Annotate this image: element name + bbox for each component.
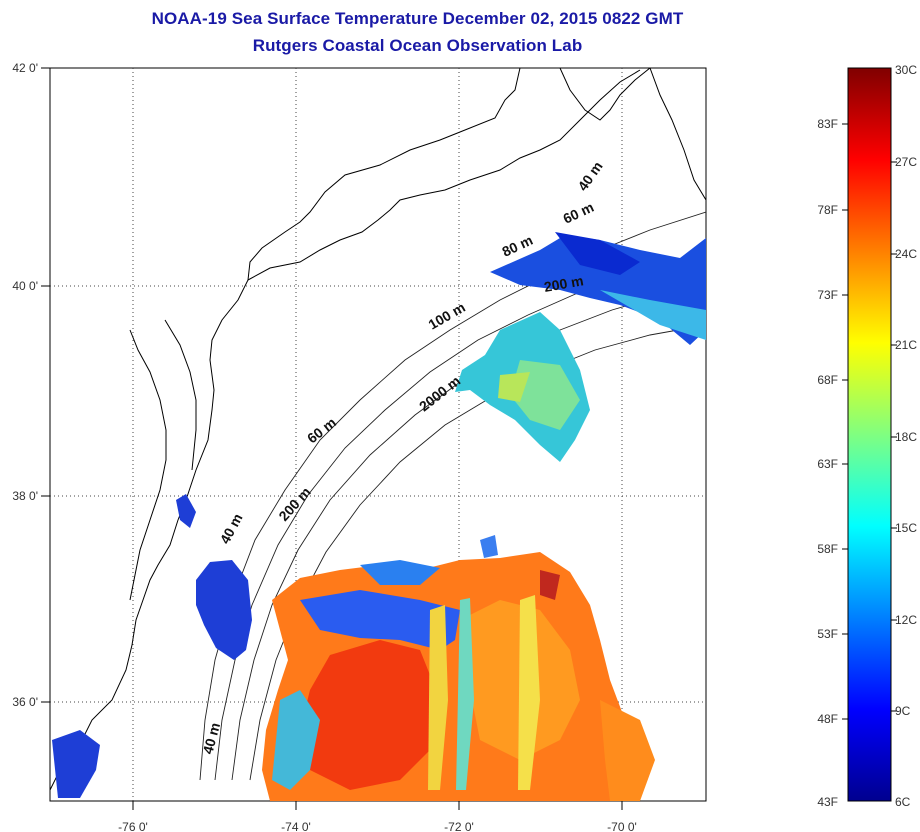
colorbar-c-label: 27C: [895, 155, 917, 169]
colorbar-c-label: 12C: [895, 613, 917, 627]
colorbar-c-label: 15C: [895, 521, 917, 535]
colorbar-ticks: [842, 123, 897, 720]
depth-label-200m-north: 200 m: [543, 272, 585, 295]
lon-tick-label: -70 0': [607, 820, 637, 832]
colorbar-c-label: 21C: [895, 338, 917, 352]
colorbar-celsius-labels: 30C 27C 24C 21C 18C 15C 12C 9C 6C: [895, 63, 917, 809]
coastline: [50, 68, 706, 791]
colorbar-c-label: 9C: [895, 704, 911, 718]
map-title: NOAA-19 Sea Surface Temperature December…: [151, 9, 684, 28]
colorbar-f-label: 48F: [817, 712, 838, 726]
sst-data-layer: [52, 232, 706, 801]
lat-tick-label: 42 0': [12, 61, 38, 75]
lon-tick-label: -74 0': [281, 820, 311, 832]
lat-tick-label: 40 0': [12, 279, 38, 293]
colorbar-f-label: 78F: [817, 203, 838, 217]
lat-tick-label: 38 0': [12, 489, 38, 503]
lon-tick-label: -72 0': [444, 820, 474, 832]
lon-tick-label: -76 0': [118, 820, 148, 832]
colorbar-f-label: 58F: [817, 542, 838, 556]
colorbar-f-label: 63F: [817, 457, 838, 471]
colorbar-c-label: 18C: [895, 430, 917, 444]
colorbar-f-label: 68F: [817, 373, 838, 387]
lat-tick-label: 36 0': [12, 695, 38, 709]
map-subtitle: Rutgers Coastal Ocean Observation Lab: [252, 36, 583, 55]
colorbar-fahrenheit-labels: 83F 78F 73F 68F 63F 58F 53F 48F 43F: [817, 117, 838, 809]
colorbar-c-label: 24C: [895, 247, 917, 261]
colorbar-c-label: 6C: [895, 795, 911, 809]
depth-label-40m-south: 40 m: [199, 721, 223, 756]
colorbar-f-label: 53F: [817, 627, 838, 641]
colorbar-c-label: 30C: [895, 63, 917, 77]
colorbar-f-label: 43F: [817, 795, 838, 809]
frame-ticks: [41, 67, 623, 810]
colorbar-f-label: 83F: [817, 117, 838, 131]
temperature-colorbar: [847, 67, 892, 802]
colorbar-f-label: 73F: [817, 288, 838, 302]
